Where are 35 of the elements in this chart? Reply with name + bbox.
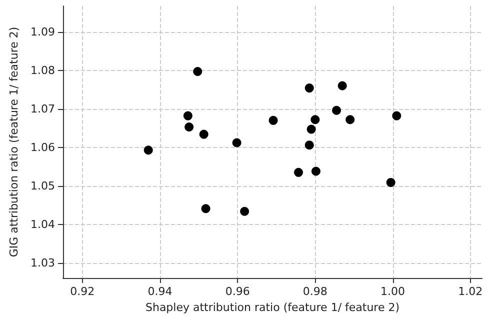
point — [311, 166, 320, 176]
point — [184, 122, 194, 132]
point — [304, 140, 314, 150]
y-tick-label: 1.07 — [30, 102, 55, 116]
point — [386, 178, 396, 187]
point — [199, 130, 208, 139]
y-tick-label: 1.05 — [30, 179, 55, 192]
point — [240, 206, 250, 216]
point — [232, 138, 242, 148]
point — [294, 168, 303, 177]
point — [392, 111, 402, 120]
point — [268, 116, 278, 125]
y-axis-title: GIG attribution ratio (feature 1/ feature 2) — [8, 26, 21, 258]
x-tick-label: 0.94 — [148, 285, 172, 298]
y-tick-label: 1.04 — [30, 218, 55, 231]
point — [183, 111, 192, 120]
point — [144, 146, 153, 155]
x-tick-label: 0.92 — [70, 285, 95, 298]
x-tick-label: 0.96 — [225, 285, 250, 298]
x-tick-label: 0.98 — [302, 285, 328, 298]
y-tick-label: 1.08 — [30, 64, 55, 77]
y-tick-label: 1.09 — [30, 25, 55, 38]
point — [306, 124, 316, 134]
x-axis-title: Shapley attribution ratio (feature 1/ feature 2) — [145, 301, 400, 314]
point — [338, 81, 347, 90]
point — [310, 115, 320, 124]
point — [332, 106, 342, 115]
point — [201, 204, 210, 214]
x-tick-label: 1.00 — [380, 285, 406, 298]
y-tick-label: 1.06 — [30, 140, 55, 154]
y-tick-label: 1.03 — [30, 256, 55, 270]
x-tick-label: 1.02 — [458, 285, 483, 298]
point — [304, 84, 314, 93]
point — [346, 115, 355, 124]
point — [193, 67, 202, 76]
